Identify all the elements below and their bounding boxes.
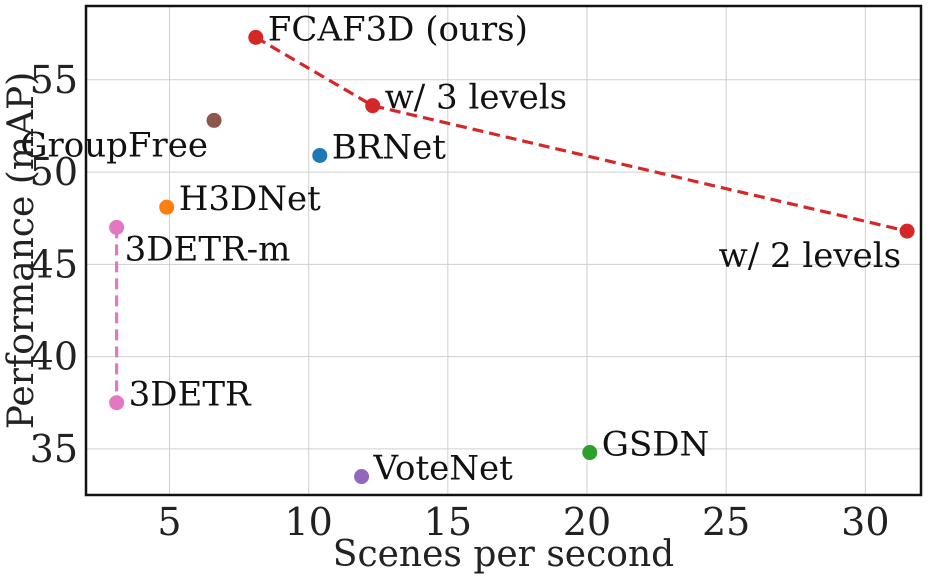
y-tick-label: 35 xyxy=(30,427,78,471)
y-tick-labels: 35 40 45 50 55 xyxy=(30,58,78,471)
plot-frame xyxy=(84,4,923,497)
data-point xyxy=(899,223,915,239)
point-label: w/ 3 levels xyxy=(385,78,567,118)
y-tick-label: 40 xyxy=(30,335,78,379)
x-tick-label: 5 xyxy=(157,500,181,544)
data-point xyxy=(159,199,175,215)
y-tick-label: 50 xyxy=(30,150,78,194)
x-tick-label: 30 xyxy=(841,500,889,544)
point-label: w/ 2 levels xyxy=(719,236,901,276)
x-tick-labels: 5 10 15 20 25 30 xyxy=(157,500,889,544)
y-tick-label: 45 xyxy=(30,242,78,286)
y-axis-title: Performance (mAP) xyxy=(1,72,42,429)
y-tick-label: 55 xyxy=(30,58,78,102)
x-tick-label: 25 xyxy=(702,500,750,544)
connector-line xyxy=(254,35,908,233)
data-point xyxy=(582,445,598,461)
point-label: FCAF3D (ours) xyxy=(268,9,528,49)
point-label: BRNet xyxy=(332,127,446,167)
x-tick-label: 10 xyxy=(284,500,332,544)
point-label: VoteNet xyxy=(373,449,514,489)
x-tick-label: 15 xyxy=(424,500,472,544)
point-label: GroupFree xyxy=(20,125,208,165)
data-point xyxy=(206,112,222,128)
grid xyxy=(86,6,921,495)
point-label: 3DETR xyxy=(129,375,252,415)
data-point xyxy=(109,395,125,411)
data-point xyxy=(354,469,370,485)
data-point xyxy=(109,219,125,235)
connector-lines xyxy=(115,35,908,403)
data-point xyxy=(365,98,381,114)
data-point xyxy=(312,147,328,163)
x-tick-label: 20 xyxy=(563,500,611,544)
point-labels: FCAF3D (ours) w/ 3 levels w/ 2 levels Group… xyxy=(20,9,901,488)
data-points xyxy=(109,29,915,485)
point-label: H3DNet xyxy=(179,179,321,219)
data-point xyxy=(248,29,264,45)
point-label: 3DETR-m xyxy=(125,229,291,269)
point-label: GSDN xyxy=(602,425,709,465)
x-axis-title: Scenes per second xyxy=(333,534,674,575)
